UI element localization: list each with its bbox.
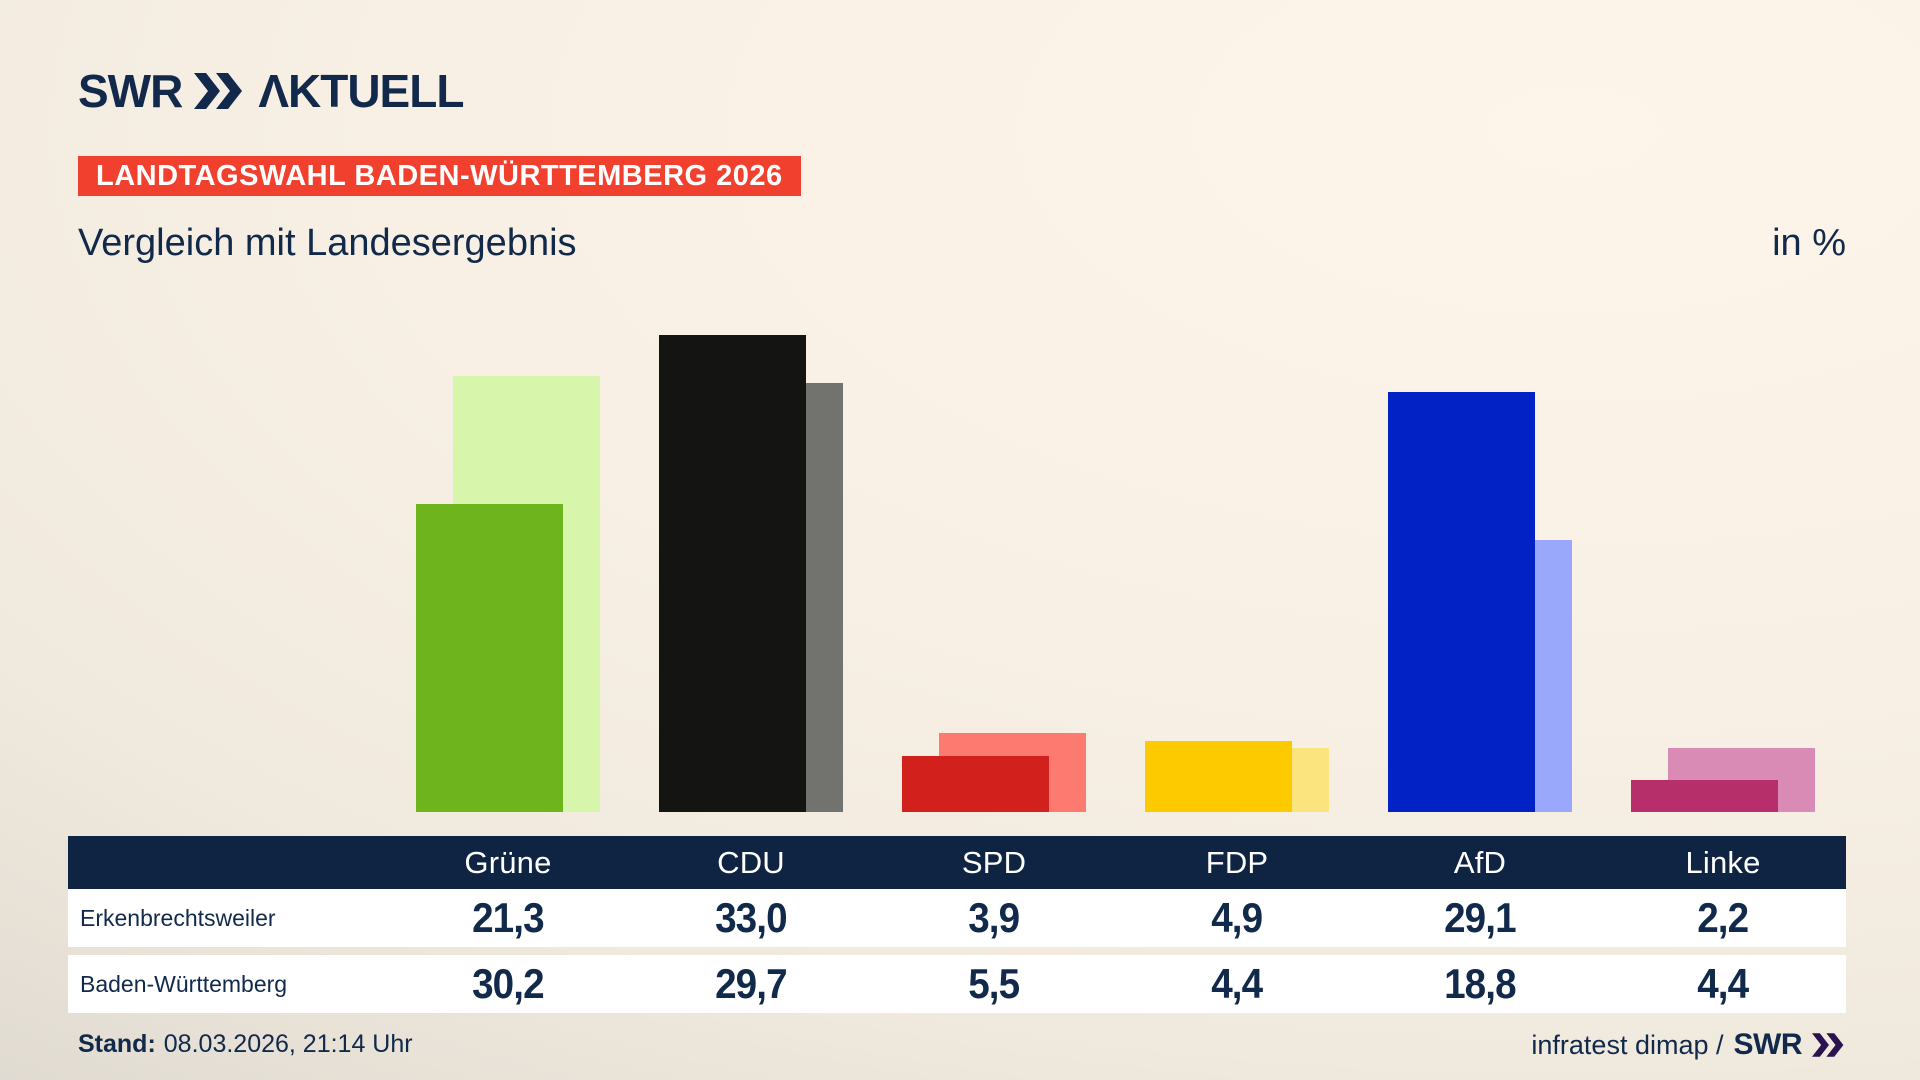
column-header-grüne: Grüne [464, 844, 552, 880]
value-cell: 18,8 [1359, 955, 1602, 1013]
bar-local-cdu [659, 335, 806, 812]
timestamp: Stand: 08.03.2026, 21:14 Uhr [78, 1030, 413, 1059]
timestamp-value: 08.03.2026, 21:14 Uhr [163, 1030, 413, 1058]
table-row-state: Baden-Württemberg 30,2 29,7 5,5 4,4 18,8 4,4 [68, 955, 1846, 1013]
value-cell: 29,1 [1359, 889, 1602, 947]
brand-chevrons-icon [194, 73, 246, 109]
value-cell: 5,5 [873, 955, 1116, 1013]
result-value: 4,4 [1211, 960, 1264, 1007]
brand-logo-text: SWR [78, 65, 183, 117]
result-value: 5,5 [968, 960, 1021, 1007]
value-cell: 4,4 [1602, 955, 1845, 1013]
result-value: 4,9 [1211, 894, 1264, 941]
row-label: Erkenbrechtsweiler [80, 904, 276, 931]
brand-logo-suffix: ΛKTUELL [258, 65, 464, 117]
topic-badge: LANDTAGSWAHL BADEN-WÜRTTEMBERG 2026 [78, 156, 801, 196]
value-cell: 2,2 [1602, 889, 1845, 947]
result-value: 33,0 [715, 894, 787, 941]
result-value: 29,1 [1444, 894, 1516, 941]
value-cell: 4,4 [1116, 955, 1359, 1013]
unit-label: in % [1772, 222, 1846, 264]
table-header-row: Grüne CDU SPD FDP AfD Linke [68, 836, 1846, 889]
result-value: 29,7 [715, 960, 787, 1007]
timestamp-label: Stand: [78, 1030, 156, 1058]
value-cell: 33,0 [630, 889, 873, 947]
result-value: 3,9 [968, 894, 1021, 941]
value-cell: 21,3 [387, 889, 630, 947]
chart-title: Vergleich mit Landesergebnis [78, 222, 577, 264]
source-brand-chevrons-icon [1812, 1033, 1846, 1057]
source-attribution: infratest dimap / SWR [1531, 1028, 1846, 1062]
row-label: Baden-Württemberg [80, 970, 288, 997]
column-header-spd: SPD [961, 844, 1027, 880]
brand-logo: SWR ΛKTUELL [78, 64, 464, 118]
result-value: 2,2 [1697, 894, 1750, 941]
column-header-linke: Linke [1685, 844, 1761, 880]
source-brand-text: SWR [1733, 1028, 1803, 1061]
bar-local-spd [902, 756, 1049, 812]
value-cell: 3,9 [873, 889, 1116, 947]
source-text: infratest dimap / [1531, 1029, 1724, 1060]
bar-local-grüne [416, 504, 563, 812]
result-value: 30,2 [472, 960, 544, 1007]
result-value: 21,3 [472, 894, 544, 941]
column-header-afd: AfD [1453, 844, 1507, 880]
value-cell: 4,9 [1116, 889, 1359, 947]
result-value: 4,4 [1697, 960, 1750, 1007]
bar-local-linke [1631, 780, 1778, 812]
result-value: 18,8 [1444, 960, 1516, 1007]
column-header-fdp: FDP [1205, 844, 1269, 880]
column-header-cdu: CDU [717, 844, 785, 880]
value-cell: 30,2 [387, 955, 630, 1013]
bar-local-afd [1388, 392, 1535, 812]
table-row-local: Erkenbrechtsweiler 21,3 33,0 3,9 4,9 29,1 2,2 [68, 889, 1846, 947]
value-cell: 29,7 [630, 955, 873, 1013]
bar-local-fdp [1145, 741, 1292, 812]
